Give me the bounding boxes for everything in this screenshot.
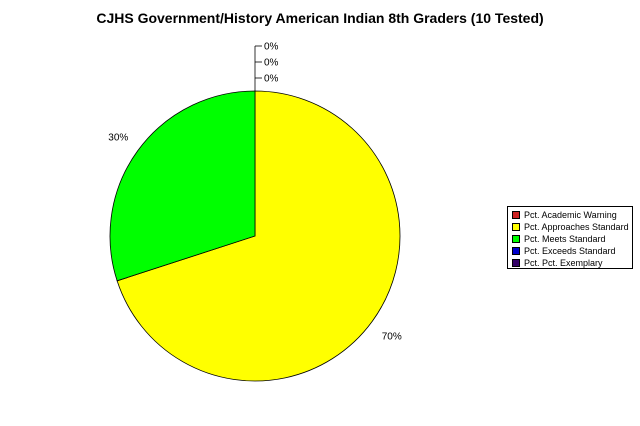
pie-slice-meets-standard [109,90,256,282]
legend-swatch [512,223,520,231]
legend-item-meets-standard: Pct. Meets Standard [512,233,632,245]
legend-item-approaches-standard: Pct. Approaches Standard [512,221,632,233]
pie-labels: 0% 70% 30% 0% 0% [108,42,402,343]
legend-label: Pct. Exceeds Standard [524,246,616,256]
legend-swatch [512,259,520,267]
legend-item-academic-warning: Pct. Academic Warning [512,209,632,221]
slice-label-academic-warning: 0% [264,42,279,53]
legend-label: Pct. Approaches Standard [524,222,629,232]
legend-swatch [512,235,520,243]
pie-slice-approaches-standard [116,90,401,382]
pie-slices [109,90,401,382]
legend-label: Pct. Pct. Exemplary [524,258,603,268]
legend-swatch [512,211,520,219]
legend-swatch [512,247,520,255]
slice-label-meets-standard: 30% [108,133,128,144]
legend-item-exceeds-standard: Pct. Exceeds Standard [512,245,632,257]
legend-item-exemplary: Pct. Pct. Exemplary [512,257,632,269]
slice-label-exceeds-standard: 0% [264,58,279,69]
legend-label: Pct. Meets Standard [524,234,606,244]
legend: Pct. Academic Warning Pct. Approaches St… [507,206,633,269]
chart-title: CJHS Government/History American Indian … [96,10,544,26]
legend-label: Pct. Academic Warning [524,210,617,220]
slice-label-exemplary: 0% [264,74,279,85]
slice-label-approaches-standard: 70% [382,331,402,342]
